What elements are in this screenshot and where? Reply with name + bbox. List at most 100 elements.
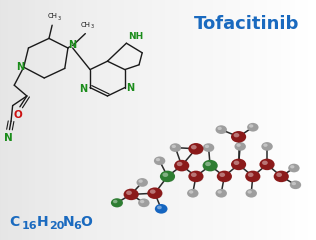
Circle shape bbox=[236, 143, 246, 151]
Circle shape bbox=[216, 125, 227, 134]
Circle shape bbox=[205, 162, 218, 171]
Circle shape bbox=[217, 171, 232, 182]
Circle shape bbox=[191, 172, 204, 182]
Circle shape bbox=[217, 126, 227, 134]
Circle shape bbox=[247, 190, 257, 198]
Text: C: C bbox=[9, 215, 20, 229]
Circle shape bbox=[203, 160, 218, 171]
Circle shape bbox=[126, 190, 139, 200]
Text: O: O bbox=[13, 110, 22, 120]
Text: N: N bbox=[68, 40, 76, 50]
Circle shape bbox=[288, 164, 300, 172]
Circle shape bbox=[245, 171, 260, 182]
Circle shape bbox=[137, 178, 148, 187]
Text: 20: 20 bbox=[49, 221, 64, 231]
Circle shape bbox=[259, 159, 275, 170]
Circle shape bbox=[219, 173, 225, 177]
Circle shape bbox=[188, 143, 204, 155]
Circle shape bbox=[247, 172, 260, 182]
Text: 3: 3 bbox=[58, 16, 61, 21]
Circle shape bbox=[234, 142, 246, 151]
Circle shape bbox=[262, 160, 275, 170]
Circle shape bbox=[188, 171, 204, 182]
Circle shape bbox=[189, 190, 198, 198]
Circle shape bbox=[155, 158, 165, 165]
Circle shape bbox=[249, 124, 253, 128]
Text: CH: CH bbox=[48, 13, 58, 19]
Circle shape bbox=[236, 144, 241, 147]
Text: 6: 6 bbox=[74, 221, 82, 231]
Circle shape bbox=[170, 143, 181, 152]
Circle shape bbox=[263, 143, 273, 151]
Text: N: N bbox=[63, 215, 74, 229]
Circle shape bbox=[113, 200, 123, 207]
Circle shape bbox=[234, 161, 239, 165]
Circle shape bbox=[203, 143, 214, 152]
Circle shape bbox=[138, 198, 149, 207]
Circle shape bbox=[189, 190, 193, 194]
Circle shape bbox=[126, 191, 132, 195]
Circle shape bbox=[217, 127, 222, 130]
Circle shape bbox=[204, 144, 214, 152]
Text: NH: NH bbox=[128, 32, 143, 41]
Circle shape bbox=[140, 200, 144, 203]
Text: O: O bbox=[81, 215, 93, 229]
Circle shape bbox=[216, 189, 227, 198]
Circle shape bbox=[262, 161, 268, 165]
Circle shape bbox=[174, 160, 189, 171]
Circle shape bbox=[276, 172, 289, 182]
Circle shape bbox=[276, 173, 282, 177]
Text: H: H bbox=[36, 215, 48, 229]
Circle shape bbox=[290, 165, 300, 172]
Circle shape bbox=[261, 142, 273, 151]
Circle shape bbox=[291, 182, 301, 189]
Circle shape bbox=[124, 189, 139, 200]
Circle shape bbox=[160, 171, 175, 182]
Circle shape bbox=[217, 190, 222, 194]
Circle shape bbox=[233, 133, 246, 143]
Circle shape bbox=[231, 159, 246, 170]
Circle shape bbox=[191, 173, 197, 177]
Circle shape bbox=[249, 124, 258, 132]
Circle shape bbox=[156, 158, 160, 161]
Circle shape bbox=[138, 180, 143, 183]
Circle shape bbox=[172, 145, 176, 148]
Circle shape bbox=[290, 180, 301, 189]
Circle shape bbox=[219, 172, 232, 182]
Circle shape bbox=[191, 145, 204, 155]
Circle shape bbox=[177, 162, 182, 166]
Circle shape bbox=[162, 173, 168, 177]
Circle shape bbox=[290, 165, 295, 168]
Circle shape bbox=[150, 189, 155, 194]
Circle shape bbox=[176, 162, 189, 171]
Text: N: N bbox=[16, 62, 25, 72]
Circle shape bbox=[138, 179, 148, 187]
Circle shape bbox=[187, 189, 198, 198]
Text: N: N bbox=[126, 83, 135, 93]
Circle shape bbox=[231, 131, 246, 143]
Circle shape bbox=[205, 145, 209, 148]
Text: N: N bbox=[79, 84, 88, 94]
Circle shape bbox=[247, 123, 258, 132]
Circle shape bbox=[113, 200, 118, 203]
Circle shape bbox=[234, 133, 239, 137]
Circle shape bbox=[247, 190, 252, 194]
Circle shape bbox=[140, 200, 149, 207]
Circle shape bbox=[149, 189, 162, 199]
Circle shape bbox=[155, 204, 167, 214]
Text: Tofacitinib: Tofacitinib bbox=[194, 15, 299, 33]
Circle shape bbox=[154, 156, 165, 165]
Text: 3: 3 bbox=[91, 24, 94, 29]
Circle shape bbox=[111, 198, 123, 207]
Text: 16: 16 bbox=[22, 221, 38, 231]
Circle shape bbox=[248, 173, 253, 177]
Circle shape bbox=[217, 190, 227, 198]
Circle shape bbox=[205, 162, 211, 166]
Circle shape bbox=[147, 187, 162, 199]
Circle shape bbox=[191, 145, 197, 149]
Circle shape bbox=[292, 182, 296, 185]
Circle shape bbox=[233, 160, 246, 170]
Text: N: N bbox=[4, 133, 13, 143]
Circle shape bbox=[263, 144, 268, 147]
Circle shape bbox=[157, 206, 162, 209]
